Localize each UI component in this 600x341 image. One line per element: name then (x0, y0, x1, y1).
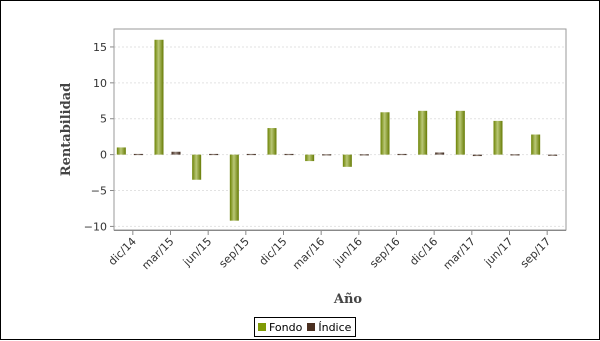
y-tick-label: −10 (84, 220, 107, 233)
legend-label-indice: Índice (318, 320, 352, 334)
x-tick-label: dic/15 (257, 235, 290, 268)
x-tick-label: jun/16 (331, 235, 365, 269)
x-tick-label: jun/17 (481, 235, 515, 269)
bar-indice (397, 153, 407, 156)
bar-fondo (116, 147, 126, 155)
x-tick-label: jun/15 (180, 235, 214, 269)
bar-fondo (342, 154, 352, 167)
x-tick-label: sep/15 (216, 235, 251, 270)
y-tick-label: 15 (93, 41, 107, 54)
bar-fondo (305, 154, 315, 162)
bar-indice (209, 153, 219, 156)
x-tick-label: sep/16 (367, 235, 402, 270)
x-tick-label: mar/17 (441, 235, 478, 272)
bar-indice (435, 152, 445, 155)
bar-fondo (154, 39, 164, 155)
legend-label-fondo: Fondo (269, 320, 303, 334)
bar-indice (322, 154, 332, 156)
legend-swatch-indice (307, 323, 316, 331)
x-axis-title: Año (333, 292, 363, 307)
bar-indice (548, 154, 558, 156)
legend-item-fondo: Fondo (258, 321, 302, 334)
bar-indice (246, 153, 256, 156)
x-tick-label: mar/15 (139, 235, 176, 272)
legend: Fondo Índice (254, 317, 357, 337)
y-tick-label: 5 (100, 113, 107, 126)
bar-indice (510, 154, 520, 156)
bar-fondo (380, 112, 390, 155)
bar-fondo (229, 154, 239, 221)
x-tick-label: dic/16 (407, 235, 440, 268)
bar-fondo (493, 120, 503, 155)
y-tick-label: 10 (93, 77, 107, 90)
bar-fondo (455, 110, 465, 155)
bar-indice (171, 151, 181, 155)
bar-fondo (418, 110, 428, 155)
bar-fondo (192, 154, 202, 180)
x-tick-label: mar/16 (290, 235, 327, 272)
y-axis-title: Rentabilidad (59, 83, 74, 176)
x-tick-label: sep/17 (518, 235, 553, 270)
legend-item-indice: Índice (307, 321, 351, 334)
bar-indice (359, 154, 369, 156)
bar-indice (284, 153, 294, 156)
bar-indice (133, 153, 143, 156)
y-tick-label: 0 (100, 149, 107, 162)
x-tick-label: dic/14 (106, 235, 139, 268)
y-tick-label: −5 (91, 185, 107, 198)
legend-swatch-fondo (258, 323, 266, 331)
bar-fondo (531, 134, 541, 155)
bar-indice (472, 154, 482, 157)
bar-fondo (267, 128, 277, 155)
